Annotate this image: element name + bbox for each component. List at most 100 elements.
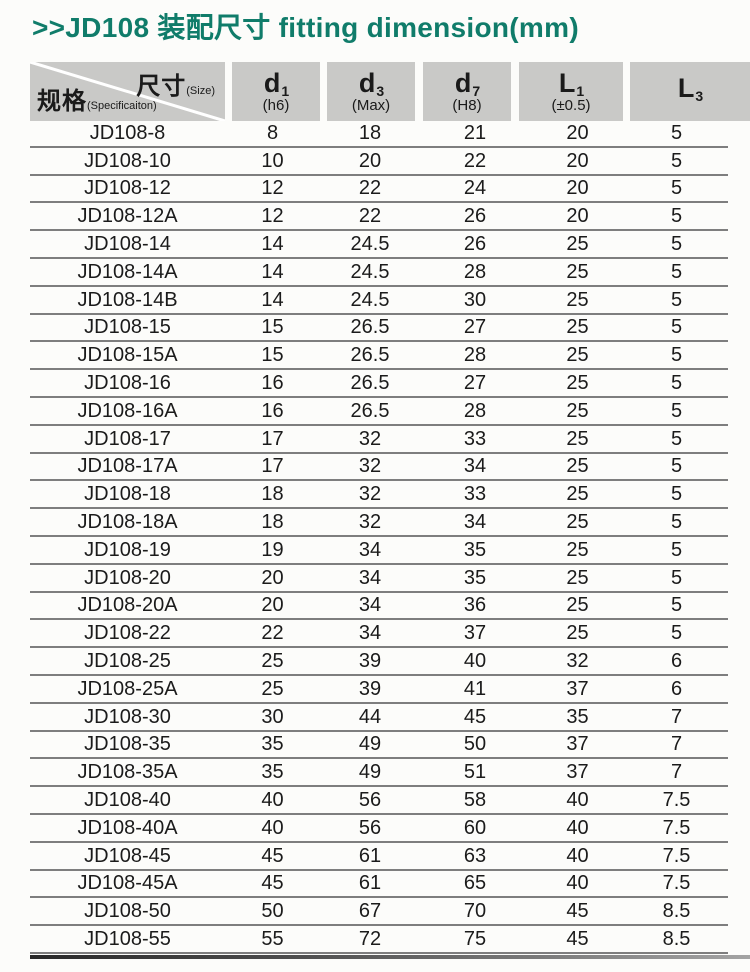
L1-cell: 25	[566, 288, 589, 311]
spec-cell: JD108-14B	[77, 288, 178, 311]
L3-cell: 7	[670, 733, 683, 756]
L1-cell: 25	[566, 260, 589, 283]
L3-cell: 5	[670, 399, 683, 422]
column-header-L1: L1 (±0.5)	[519, 62, 623, 121]
spec-cell: JD108-35A	[77, 761, 178, 784]
spec-cell: JD108-45A	[77, 872, 178, 895]
scan-artifact-bar	[30, 955, 750, 959]
d1-cell: 40	[261, 789, 284, 812]
table-row: JD108-15 15 26.5 27 25 5	[30, 315, 728, 343]
L3-cell: 5	[670, 594, 683, 617]
spec-cell: JD108-16	[84, 372, 171, 395]
L1-cell: 37	[566, 761, 589, 784]
L3-cell: 5	[670, 205, 683, 228]
d7-cell: 45	[463, 705, 487, 728]
d7-cell: 63	[463, 844, 487, 867]
L3-cell: 5	[670, 483, 683, 506]
d3-cell: 26.5	[350, 372, 390, 395]
d3-cell: 22	[358, 205, 382, 228]
spec-cell: JD108-25A	[77, 677, 178, 700]
table-row: JD108-50 50 67 70 45 8.5	[30, 898, 728, 927]
table-row: JD108-17A 17 32 34 25 5	[30, 454, 728, 482]
d7-cell: 35	[463, 566, 487, 589]
spec-cell: JD108-20	[84, 566, 171, 589]
d7-cell: 24	[463, 177, 487, 200]
table-row: JD108-12A 12 22 26 20 5	[30, 203, 728, 232]
table-row: JD108-14 14 24.5 26 25 5	[30, 231, 728, 259]
d7-cell: 35	[463, 538, 487, 561]
d7-cell: 34	[463, 455, 487, 478]
spec-cell: JD108-40A	[77, 816, 178, 839]
d1-cell: 15	[261, 344, 284, 367]
d7-cell: 21	[463, 121, 487, 144]
table-row: JD108-35A 35 49 51 37 7	[30, 759, 728, 788]
d7-cell: 37	[463, 622, 487, 645]
table-row: JD108-25A 25 39 41 37 6	[30, 676, 728, 704]
L3-cell: 5	[670, 455, 683, 478]
d1-cell: 50	[261, 900, 284, 923]
L3-cell: 7	[670, 705, 683, 728]
table-row: JD108-16 16 26.5 27 25 5	[30, 370, 728, 398]
spec-cell: JD108-10	[84, 149, 171, 172]
L1-cell: 25	[566, 427, 589, 450]
d1-cell: 45	[261, 844, 284, 867]
table-row: JD108-20A 20 34 36 25 5	[30, 593, 728, 621]
d7-cell: 27	[463, 372, 487, 395]
spec-cell: JD108-20A	[77, 594, 178, 617]
d1-cell: 35	[261, 761, 284, 784]
table-row: JD108-45A 45 61 65 40 7.5	[30, 871, 728, 899]
d1-cell: 17	[261, 427, 284, 450]
d1-cell: 25	[261, 677, 284, 700]
d1-cell: 14	[261, 233, 284, 256]
d1-cell: 30	[261, 705, 284, 728]
d1-cell: 12	[261, 205, 284, 228]
L1-cell: 25	[566, 344, 589, 367]
spec-cell: JD108-45	[84, 844, 171, 867]
d1-cell: 25	[261, 650, 284, 673]
L1-cell: 20	[566, 121, 589, 144]
table-row: JD108-35 35 49 50 37 7	[30, 732, 728, 760]
L3-cell: 5	[670, 288, 683, 311]
d7-cell: 41	[463, 677, 487, 700]
d3-cell: 49	[358, 761, 382, 784]
d3-cell: 32	[358, 427, 382, 450]
d1-cell: 45	[261, 872, 284, 895]
table-row: JD108-12 12 22 24 20 5	[30, 176, 728, 204]
d7-cell: 70	[463, 900, 487, 923]
table-row: JD108-19 19 34 35 25 5	[30, 537, 728, 565]
d3-cell: 34	[358, 622, 382, 645]
table-row: JD108-20 20 34 35 25 5	[30, 565, 728, 593]
L3-cell: 5	[670, 566, 683, 589]
L1-cell: 25	[566, 316, 589, 339]
table-row: JD108-15A 15 26.5 28 25 5	[30, 342, 728, 371]
d3-cell: 44	[358, 705, 382, 728]
L1-cell: 37	[566, 677, 589, 700]
spec-cell: JD108-8	[89, 121, 166, 144]
d3-cell: 22	[358, 177, 382, 200]
L3-cell: 7.5	[662, 844, 691, 867]
page-title: >>JD108 装配尺寸 fitting dimension(mm)	[32, 12, 579, 43]
d7-cell: 34	[463, 511, 487, 534]
diagonal-divider-line	[30, 62, 225, 121]
spec-cell: JD108-18A	[77, 511, 178, 534]
spec-cell: JD108-35	[84, 733, 171, 756]
L1-cell: 25	[566, 372, 589, 395]
table-row: JD108-17 17 32 33 25 5	[30, 426, 728, 454]
spec-cell: JD108-14	[84, 233, 171, 256]
spec-cell: JD108-17A	[77, 455, 178, 478]
d3-cell: 26.5	[350, 316, 390, 339]
d1-cell: 35	[261, 733, 284, 756]
d1-cell: 14	[261, 288, 284, 311]
L1-cell: 25	[566, 399, 589, 422]
L3-cell: 5	[670, 344, 683, 367]
spec-cell: JD108-50	[84, 900, 171, 923]
L3-cell: 5	[670, 177, 683, 200]
d1-cell: 18	[261, 483, 284, 506]
L3-cell: 5	[670, 121, 683, 144]
d3-cell: 24.5	[350, 260, 390, 283]
L3-cell: 5	[670, 233, 683, 256]
d7-cell: 26	[463, 233, 487, 256]
L3-cell: 7.5	[662, 872, 691, 895]
d3-cell: 24.5	[350, 233, 390, 256]
d7-cell: 28	[463, 344, 487, 367]
